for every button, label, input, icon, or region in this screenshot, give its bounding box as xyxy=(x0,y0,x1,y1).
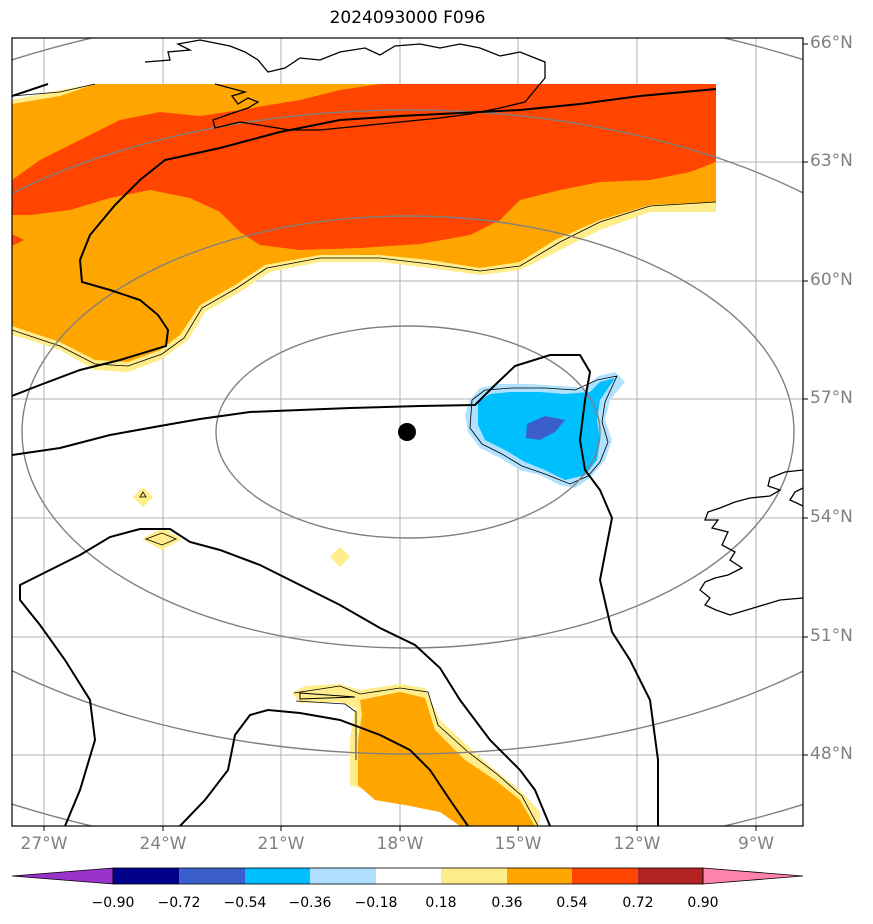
positive-band-red-edge xyxy=(12,234,24,246)
range-rings xyxy=(12,38,803,826)
colorbar-over xyxy=(702,867,804,885)
center-marker xyxy=(398,423,416,441)
colorbar-tick-label: −0.72 xyxy=(157,895,201,911)
lon-label-27w: 27°W xyxy=(20,834,68,854)
colorbar-tick-label: −0.36 xyxy=(288,895,332,911)
colorbar-tick-label: 0.36 xyxy=(491,895,523,911)
lat-label-66: 66°N xyxy=(810,33,853,53)
colorbar-tick-label: 0.18 xyxy=(425,895,457,911)
colorbar-tick-label: −0.90 xyxy=(91,895,135,911)
map-frame xyxy=(11,37,804,827)
lon-label-21w: 21°W xyxy=(257,834,305,854)
colorbar-under xyxy=(11,867,114,885)
positive-band-red xyxy=(12,84,716,250)
lon-label-9w: 9°W xyxy=(737,834,775,854)
colorbar-bin xyxy=(441,868,507,884)
colorbar-tick-label: 0.90 xyxy=(687,895,719,911)
tick-marks xyxy=(43,43,808,831)
lon-label-15w: 15°W xyxy=(494,834,542,854)
spot-2-contour xyxy=(144,532,178,546)
lon-label-12w: 12°W xyxy=(613,834,661,854)
ireland-coast xyxy=(699,469,803,616)
colorbar-frame xyxy=(112,867,704,885)
spot-3 xyxy=(330,547,350,567)
lat-label-48: 48°N xyxy=(810,744,853,764)
colorbar-tick-label: −0.54 xyxy=(223,895,267,911)
lat-label-54: 54°N xyxy=(810,507,853,527)
colorbar-bin xyxy=(179,868,245,884)
thick-contours xyxy=(12,83,717,826)
thin-contours xyxy=(12,83,717,826)
coastlines xyxy=(144,39,803,616)
lat-label-63: 63°N xyxy=(810,151,853,171)
colorbar-tick-label: 0.54 xyxy=(556,895,588,911)
colorbar-tick-label: 0.72 xyxy=(622,895,654,911)
south-patch-orange xyxy=(358,692,535,826)
lat-label-51: 51°N xyxy=(810,626,853,646)
spot-1-contour xyxy=(139,491,147,498)
britain-coast xyxy=(789,487,803,507)
colorbar-bin xyxy=(638,868,703,884)
south-patch-sliver xyxy=(299,692,356,700)
colorbar-bin xyxy=(376,868,441,884)
colorbar-tick-label: −0.18 xyxy=(354,895,398,911)
lon-label-24w: 24°W xyxy=(139,834,187,854)
lon-label-18w: 18°W xyxy=(376,834,424,854)
lat-label-60: 60°N xyxy=(810,270,853,290)
spot-2 xyxy=(142,528,182,550)
map-title: 2024093000 F096 xyxy=(329,8,486,28)
colorbar-bin xyxy=(310,868,376,884)
lat-label-57: 57°N xyxy=(810,388,853,408)
colorbar xyxy=(11,867,804,885)
colorbar-bin xyxy=(113,868,179,884)
iceland-coast xyxy=(144,39,546,131)
negative-patch-dark xyxy=(526,416,565,440)
colorbar-bin xyxy=(507,868,572,884)
colorbar-bin xyxy=(572,868,638,884)
colorbar-bin xyxy=(245,868,310,884)
